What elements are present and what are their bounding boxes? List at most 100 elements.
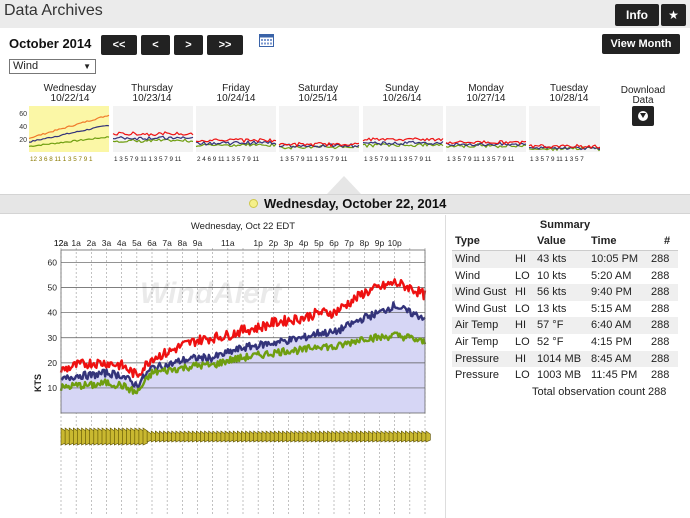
day-date: 10/27/14 [466, 93, 506, 104]
summary-cell-value: 1014 MB [537, 352, 582, 365]
day-date: 10/26/14 [382, 93, 422, 104]
x-tick-label: 7p [344, 238, 354, 248]
day-tab-sunday[interactable]: Sunday 10/26/14 [362, 84, 442, 104]
summary-cell-type: Air Temp [455, 335, 499, 348]
thumb-axis-label: 40 [19, 124, 27, 131]
summary-cell-n: 288 [651, 302, 670, 315]
y-tick-label: 20 [48, 358, 58, 368]
day-name: Tuesday [550, 83, 588, 94]
summary-cell-time: 11:45 PM [591, 369, 638, 382]
summary-cell-hilo: HI [515, 286, 526, 299]
summary-row: Air Temp HI 57 °F 6:40 AM 288 [452, 317, 678, 334]
x-tick-label: 1a [71, 238, 81, 248]
summary-cell-hilo: HI [515, 319, 526, 332]
day-date: 10/28/14 [549, 93, 589, 104]
prev-month-button[interactable]: << [101, 35, 137, 55]
thumb-tick-labels: 1 3 5 7 9 11 1 3 5 7 [530, 156, 584, 163]
wind-chart: Wednesday, Oct 22 EDT 12a 1a 2a 3a 4a 5a 6a 7a 8a… [33, 221, 431, 515]
day-name: Sunday [385, 83, 419, 94]
summary-cell-time: 6:40 AM [591, 319, 632, 332]
day-tab-wednesday[interactable]: Wednesday 10/22/14 [30, 84, 110, 104]
y-axis-label: KTS [33, 374, 43, 392]
thumb-friday[interactable] [195, 106, 277, 152]
day-tab-thursday[interactable]: Thursday 10/23/14 [112, 84, 192, 104]
summary-cell-value: 10 kts [537, 269, 567, 282]
top-bar: Data Archives Info ★ [0, 0, 690, 28]
x-tick-label: 8a [178, 238, 188, 248]
summary-cell-time: 9:40 PM [591, 286, 632, 299]
day-date: 10/24/14 [216, 93, 256, 104]
day-name: Saturday [297, 83, 339, 94]
thumb-tick-labels: 1 3 5 7 9 11 1 3 5 7 9 11 [447, 156, 515, 163]
summary-cell-value: 13 kts [537, 302, 567, 315]
y-tick-label: 50 [48, 283, 58, 293]
view-month-button[interactable]: View Month [602, 34, 680, 54]
selected-date-heading: Wednesday, October 22, 2014 [264, 196, 447, 211]
gust-line [59, 278, 427, 379]
x-tick-label: 8p [360, 238, 370, 248]
summary-header-row: Type Value Time # [452, 233, 678, 251]
page-title: Data Archives [4, 2, 103, 19]
thumb-axis-label: 20 [19, 137, 27, 144]
day-name: Wednesday [43, 83, 97, 94]
info-button[interactable]: Info [615, 4, 659, 26]
day-tab-monday[interactable]: Monday 10/27/14 [446, 84, 526, 104]
summary-row: Pressure LO 1003 MB 11:45 PM 288 [452, 367, 678, 384]
windalert-watermark: WindAlert [140, 277, 283, 310]
summary-cell-type: Pressure [455, 352, 500, 365]
y-tick-label: 30 [48, 333, 58, 343]
thumb-saturday[interactable] [278, 106, 360, 152]
next-day-button[interactable]: > [174, 35, 203, 55]
calendar-icon[interactable] [259, 33, 274, 47]
summary-cell-value: 57 °F [537, 319, 564, 332]
summary-row: Wind HI 43 kts 10:05 PM 288 [452, 251, 678, 268]
date-band [0, 194, 690, 214]
measure-select-value: Wind [13, 60, 39, 72]
day-name: Monday [468, 83, 504, 94]
x-tick-label: 4a [117, 238, 127, 248]
summary-cell-time: 8:45 AM [591, 352, 632, 365]
summary-panel: Summary Type Value Time # Wind HI 43 kts 10… [452, 219, 678, 400]
x-tick-label: 9p [375, 238, 385, 248]
summary-cell-type: Wind Gust [455, 302, 507, 315]
y-tick-label: 40 [48, 308, 58, 318]
prev-day-button[interactable]: < [141, 35, 170, 55]
x-tick-label: 10p [388, 238, 402, 248]
summary-row: Air Temp LO 52 °F 4:15 PM 288 [452, 334, 678, 351]
x-tick-label: 7a [162, 238, 172, 248]
x-tick-label: 6p [329, 238, 339, 248]
summary-cell-value: 43 kts [537, 253, 567, 265]
selected-day-dot [249, 199, 258, 208]
day-tab-saturday[interactable]: Saturday 10/25/14 [278, 84, 358, 104]
next-month-button[interactable]: >> [207, 35, 243, 55]
summary-cell-time: 4:15 PM [591, 335, 632, 348]
thumb-thursday[interactable] [112, 106, 194, 152]
thumb-wednesday[interactable] [28, 106, 110, 152]
x-tick-label: 12a [54, 238, 68, 248]
thumb-tuesday[interactable] [528, 106, 600, 152]
day-tab-friday[interactable]: Friday 10/24/14 [196, 84, 276, 104]
day-tab-tuesday[interactable]: Tuesday 10/28/14 [529, 84, 609, 104]
y-tick-label: 60 [48, 258, 58, 268]
download-button[interactable] [632, 106, 654, 126]
chart-title: Wednesday, Oct 22 EDT [191, 221, 295, 232]
measure-select[interactable]: Wind ▼ [9, 59, 96, 74]
y-tick-label: 10 [48, 383, 58, 393]
favorite-star-button[interactable]: ★ [661, 4, 686, 26]
x-tick-label: 1p [253, 238, 263, 248]
x-tick-label: 4p [299, 238, 309, 248]
summary-cell-type: Wind [455, 253, 481, 265]
thumb-tick-labels: 1 3 5 7 9 11 1 3 5 7 9 11 [280, 156, 348, 163]
chevron-down-icon: ▼ [83, 62, 91, 71]
day-date: 10/22/14 [50, 93, 90, 104]
summary-cell-time: 5:20 AM [591, 269, 632, 282]
x-tick-label: 3a [102, 238, 112, 248]
thumb-monday[interactable] [445, 106, 527, 152]
lull-line [59, 331, 427, 395]
summary-cell-type: Pressure [455, 369, 500, 382]
thumb-sunday[interactable] [362, 106, 444, 152]
day-name: Thursday [131, 83, 173, 94]
summary-cell-hilo: LO [515, 335, 530, 348]
summary-cell-value: 1003 MB [537, 369, 582, 382]
